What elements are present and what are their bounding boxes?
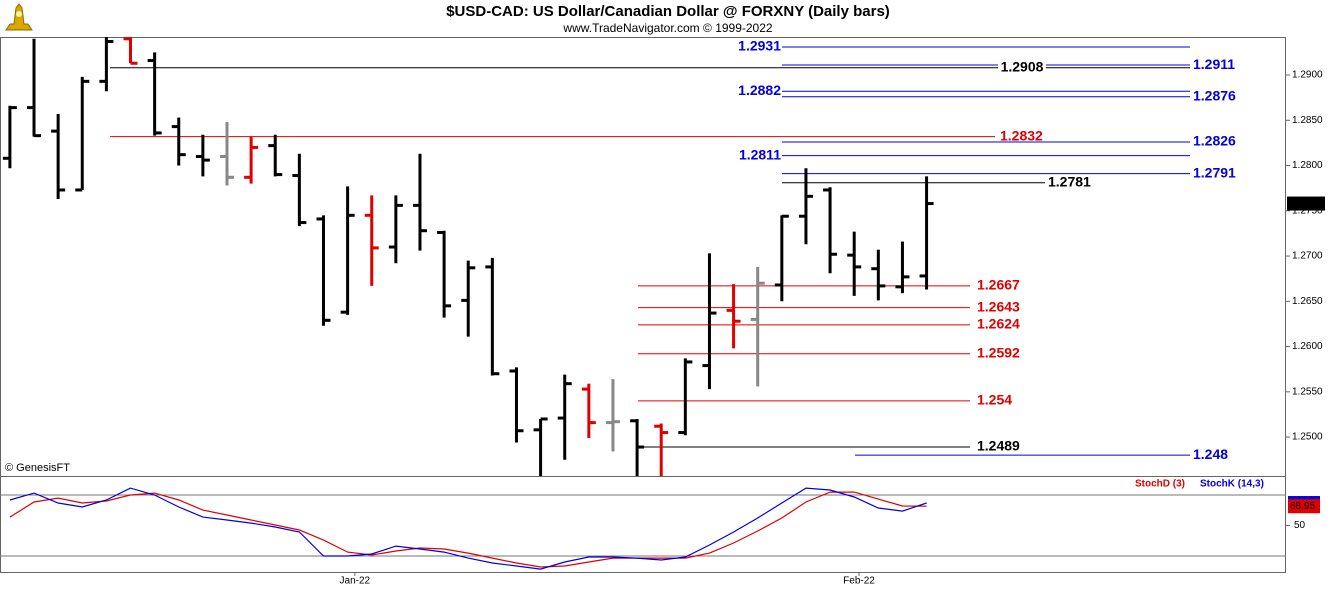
level-label: 1.2489 <box>977 438 1020 454</box>
chart-title: $USD-CAD: US Dollar/Canadian Dollar @ FO… <box>446 3 890 20</box>
level-label: 1.248 <box>1193 446 1228 462</box>
level-label: 1.2911 <box>1193 56 1235 72</box>
price-tag: 1.2758 <box>1289 198 1320 209</box>
legend-entry: StochK (14,3) <box>1200 479 1264 490</box>
x-tick-label: Feb-22 <box>843 576 875 587</box>
y-tick-label: 1.2800 <box>1292 160 1323 171</box>
stoch-line <box>9 487 927 570</box>
level-label: 1.2811 <box>739 146 781 162</box>
level-label: 1.2791 <box>1193 164 1236 180</box>
y-tick-label: 1.2700 <box>1292 251 1323 262</box>
stoch-panel <box>0 476 1286 573</box>
y-tick-label: 50 <box>1294 520 1306 531</box>
source-note: © GenesisFT <box>5 462 70 474</box>
y-tick-label: 1.2500 <box>1292 432 1323 443</box>
y-tick-label: 1.2850 <box>1292 115 1323 126</box>
value-tag: 68.95 <box>1290 501 1315 512</box>
logo <box>5 3 33 31</box>
stoch-line <box>9 491 927 568</box>
y-tick-label: 1.2750 <box>1292 205 1323 216</box>
level-label: 1.254 <box>977 392 1012 408</box>
level-label: 1.2882 <box>738 82 781 98</box>
level-label: 1.2643 <box>977 298 1020 314</box>
level-label: 1.2876 <box>1193 87 1236 103</box>
y-tick-label: 1.2650 <box>1292 296 1323 307</box>
level-label: 1.2832 <box>1000 127 1043 143</box>
level-label: 1.2826 <box>1193 133 1236 149</box>
level-label: 1.2592 <box>977 345 1020 361</box>
price-tag-bg <box>1287 196 1325 211</box>
x-tick-label: Jan-22 <box>340 576 371 587</box>
bars <box>2 37 1190 476</box>
y-tick-label: 1.2600 <box>1292 341 1323 352</box>
level-label: 1.2624 <box>977 316 1020 332</box>
chart-subtitle: www.TradeNavigator.com © 1999-2022 <box>562 21 772 35</box>
level-label: 1.2781 <box>1048 173 1091 189</box>
value-tag-bg <box>1288 499 1320 514</box>
level-label: 1.2931 <box>738 38 781 54</box>
level-label-bg <box>998 59 1046 76</box>
y-tick-label: 1.2550 <box>1292 386 1323 397</box>
level-label: 1.2667 <box>977 277 1020 293</box>
level-label: 1.2908 <box>1001 58 1044 74</box>
legend-entry: StochD (3) <box>1135 479 1185 490</box>
y-tick-label: 1.2900 <box>1292 70 1323 81</box>
